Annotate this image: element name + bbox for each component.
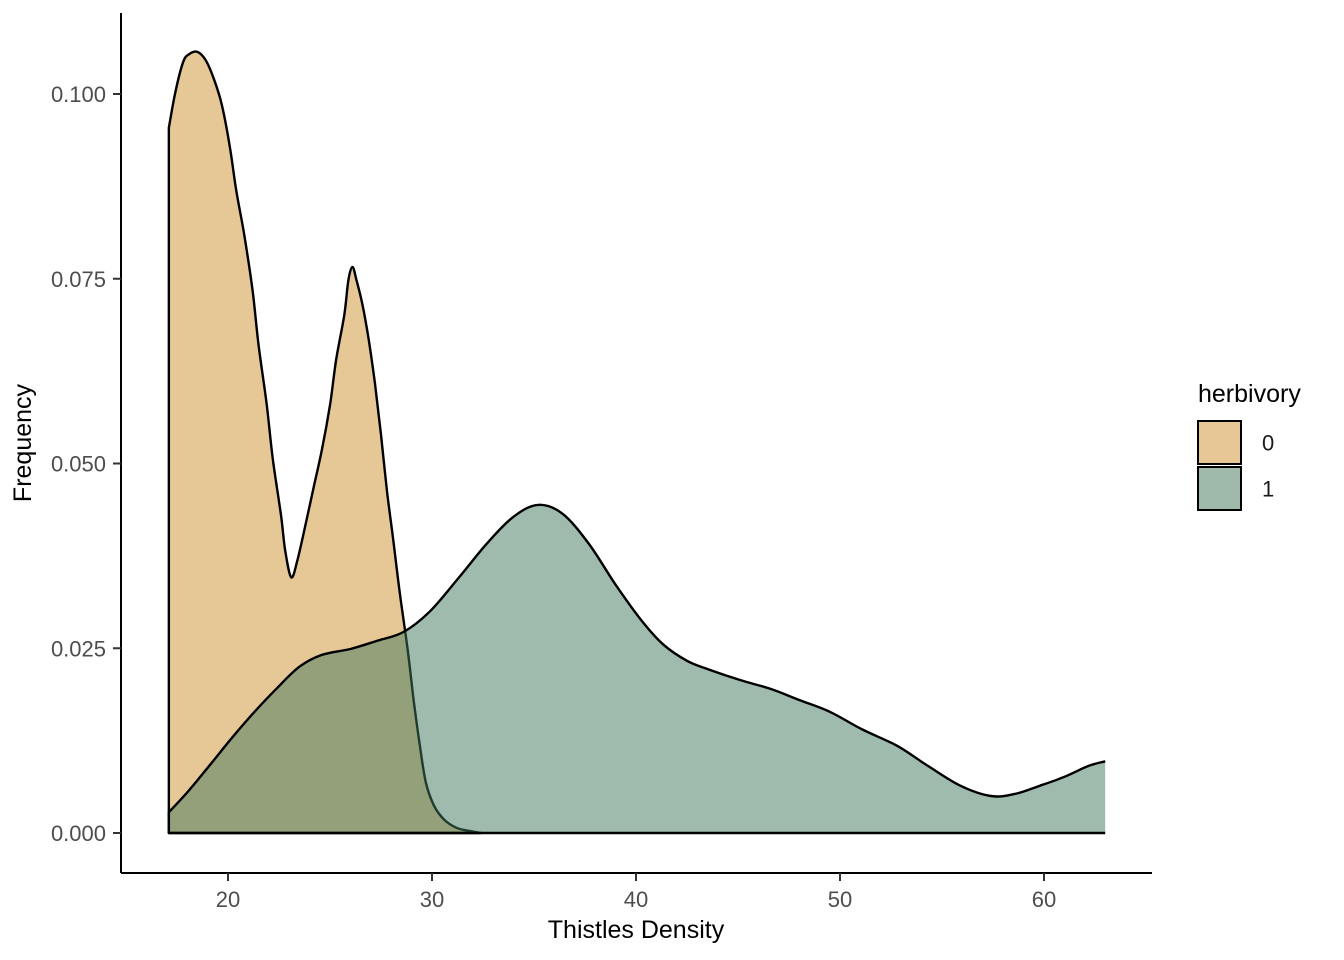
x-tick-label: 50 [828,887,852,912]
legend: herbivory 01 [1197,380,1301,511]
legend-title: herbivory [1198,380,1301,408]
x-axis-title: Thistles Density [548,916,725,944]
y-tick-label: 0.000 [51,821,106,846]
x-tick-label: 60 [1032,887,1056,912]
y-tick-label: 0.050 [51,452,106,477]
x-tick-label: 20 [216,887,240,912]
y-axis: 0.000 0.025 0.050 0.075 0.100 [51,13,122,873]
density-fill-1 [168,504,1106,833]
legend-entry-0: 0 [1197,420,1274,465]
legend-swatch-0 [1197,420,1242,465]
x-tick-label: 30 [420,887,444,912]
density-area-herbivory-1 [167,503,1106,835]
y-tick-label: 0.100 [51,82,106,107]
legend-keys: 01 [1197,420,1274,511]
y-axis-title: Frequency [9,383,37,502]
y-tick-label: 0.075 [51,267,106,292]
legend-swatch-1 [1197,466,1242,511]
legend-entry-1: 1 [1197,466,1274,511]
x-axis: 20 30 40 50 60 [121,872,1152,912]
density-areas [167,50,1106,835]
density-outline-1 [167,503,1106,835]
legend-label-0: 0 [1262,431,1274,456]
y-tick-label: 0.025 [51,636,106,661]
x-tick-label: 40 [624,887,648,912]
legend-label-1: 1 [1262,477,1274,502]
